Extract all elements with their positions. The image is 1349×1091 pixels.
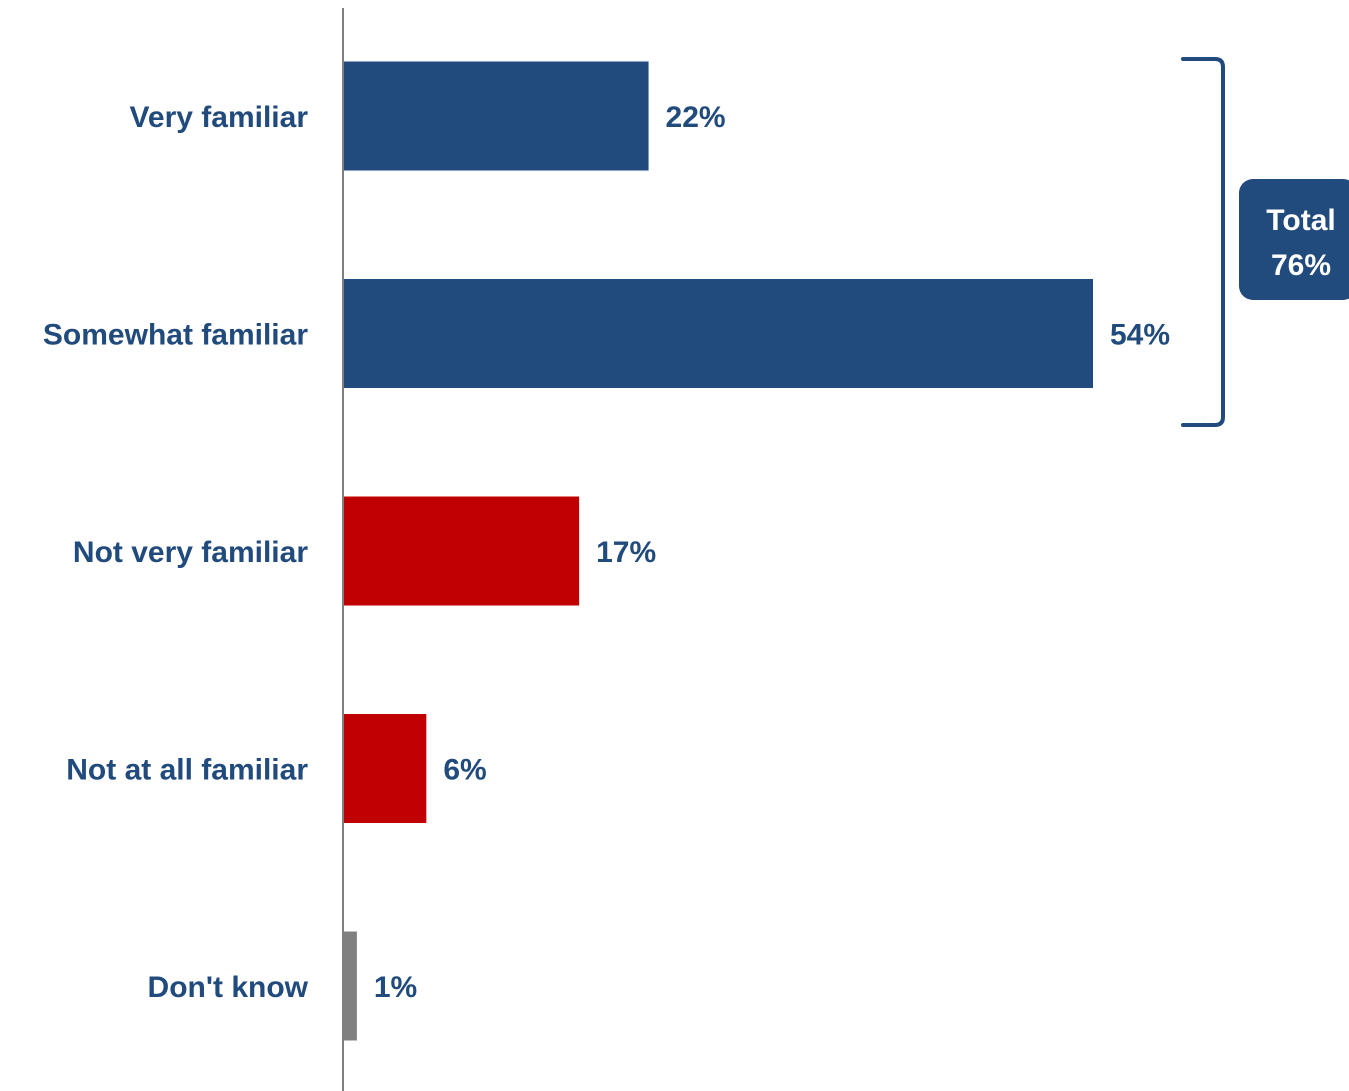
category-label-don-t-know: Don't know (148, 971, 309, 1004)
category-label-somewhat-familiar: Somewhat familiar (43, 319, 308, 352)
bars-layer (343, 61, 1093, 1041)
bar-not-at-all-familiar (343, 714, 427, 823)
value-label-don-t-know: 1% (374, 971, 417, 1004)
value-labels: 22% 54% 17% 6% 1% (374, 101, 1170, 1004)
category-labels: Very familiar Somewhat familiar Not very f… (43, 101, 309, 1004)
value-label-very-familiar: 22% (666, 101, 726, 134)
value-label-somewhat-familiar: 54% (1110, 319, 1170, 352)
bar-very-familiar (343, 61, 649, 171)
value-label-not-at-all-familiar: 6% (443, 754, 486, 787)
total-value: 76% (1271, 249, 1331, 282)
category-label-not-very-familiar: Not very familiar (73, 536, 308, 569)
bar-somewhat-familiar (343, 279, 1093, 388)
total-label: Total (1266, 204, 1335, 237)
bar-don-t-know (343, 931, 357, 1041)
total-annotation: Total 76% (1181, 57, 1349, 427)
category-label-very-familiar: Very familiar (130, 101, 309, 134)
total-bracket (1181, 57, 1225, 427)
bar-not-very-familiar (343, 496, 580, 606)
total-box (1239, 179, 1349, 300)
category-label-not-at-all-familiar: Not at all familiar (66, 754, 308, 787)
value-label-not-very-familiar: 17% (596, 536, 656, 569)
